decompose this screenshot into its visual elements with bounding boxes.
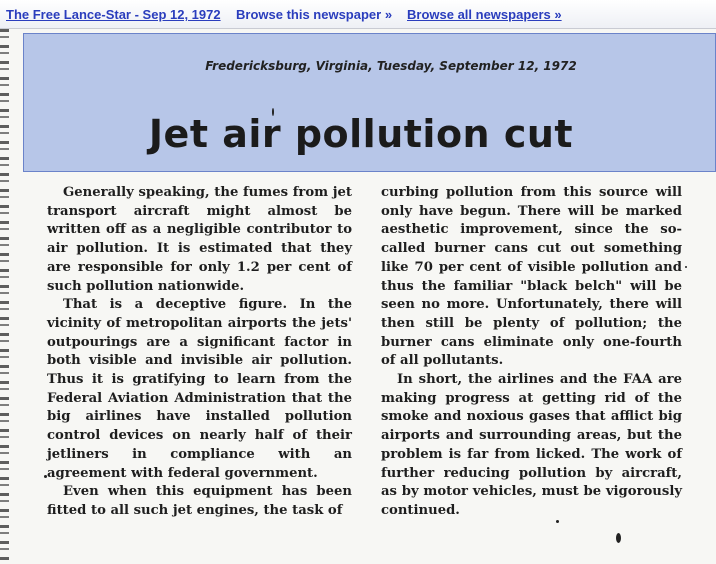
paragraph: In short, the airlines and the FAA are m… <box>381 372 682 518</box>
newspaper-nav-bar: The Free Lance-Star - Sep 12, 1972 Brows… <box>0 0 716 29</box>
article-highlight-box <box>23 33 716 172</box>
article-column-2: curbing pollution from this source will … <box>381 184 682 521</box>
scan-speck <box>616 533 621 543</box>
article-headline: Jet air pollution cut <box>148 112 574 156</box>
scan-speck <box>685 266 687 268</box>
paragraph: Generally speaking, the fumes from jet t… <box>47 185 352 294</box>
browse-this-newspaper-link[interactable]: Browse this newspaper » <box>236 7 393 22</box>
paragraph: Even when this equipment has been fitted… <box>47 484 352 518</box>
issue-link[interactable]: The Free Lance-Star - Sep 12, 1972 <box>6 7 221 22</box>
page-edge-scan-noise <box>0 29 9 564</box>
scan-speck <box>556 520 559 523</box>
browse-all-newspapers-link[interactable]: Browse all newspapers » <box>407 7 562 22</box>
paragraph: curbing pollution from this source will … <box>381 185 682 369</box>
article-column-1: Generally speaking, the fumes from jet t… <box>47 184 352 521</box>
dateline: Fredericksburg, Virginia, Tuesday, Septe… <box>205 59 577 73</box>
paragraph: That is a deceptive figure. In the vicin… <box>47 297 352 481</box>
scan-speck <box>44 475 47 478</box>
scan-speck <box>272 108 274 116</box>
